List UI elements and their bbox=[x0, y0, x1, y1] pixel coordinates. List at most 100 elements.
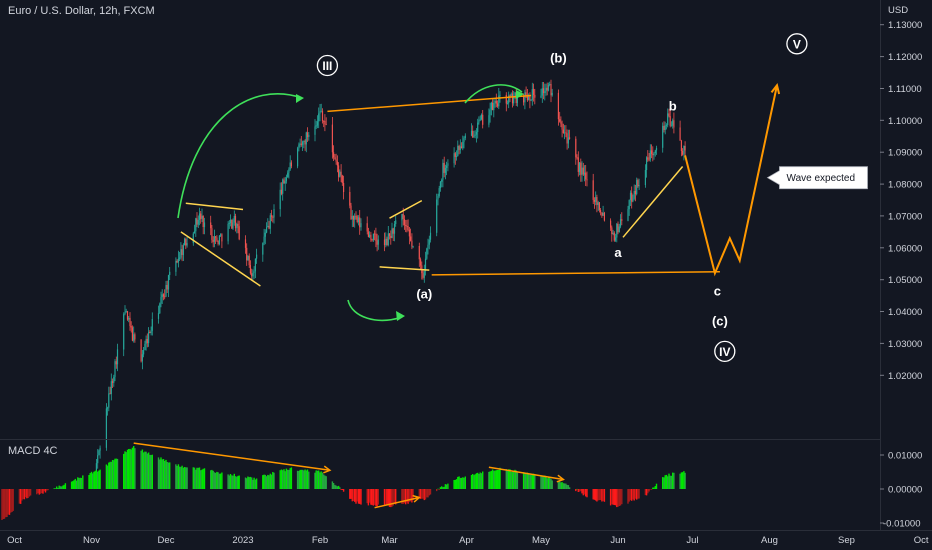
candle bbox=[306, 127, 309, 142]
price-tick-label: 1.09000 bbox=[888, 148, 922, 159]
price-pane[interactable]: III (b) b a (a) c (c) IV V Wave expected bbox=[95, 33, 868, 479]
macd-tick-label: 0.00000 bbox=[888, 485, 922, 496]
candle bbox=[547, 82, 550, 92]
macd-bar bbox=[296, 470, 299, 489]
price-axis[interactable]: 1.13000 1.12000 1.11000 1.10000 1.09000 1.080… bbox=[880, 20, 922, 382]
macd-bar bbox=[267, 474, 269, 489]
candle bbox=[114, 359, 116, 382]
macd-bar bbox=[321, 472, 324, 489]
macd-bar bbox=[12, 489, 14, 511]
macd-bar bbox=[350, 489, 352, 499]
macd-bar bbox=[457, 476, 459, 489]
candle bbox=[649, 144, 651, 162]
macd-bar bbox=[8, 489, 11, 515]
macd-bar bbox=[113, 460, 115, 489]
wave-label-text: (b) bbox=[550, 51, 567, 66]
macd-bar bbox=[195, 469, 197, 489]
candle bbox=[99, 445, 101, 459]
macd-bar bbox=[28, 489, 31, 497]
macd-bar bbox=[592, 489, 594, 500]
candle bbox=[184, 237, 186, 246]
candle bbox=[333, 145, 335, 161]
macd-bar bbox=[499, 467, 501, 489]
macd-bar bbox=[196, 467, 198, 489]
candle bbox=[646, 156, 648, 178]
macd-bar bbox=[370, 489, 372, 505]
trendline-4 bbox=[379, 266, 430, 271]
projection-path-layer bbox=[684, 83, 781, 277]
macd-bar bbox=[529, 474, 531, 489]
macd-bar bbox=[597, 489, 599, 501]
candle bbox=[489, 102, 491, 123]
candle bbox=[323, 120, 325, 128]
candle bbox=[269, 213, 271, 234]
macd-tick-label: -0.01000 bbox=[883, 519, 921, 530]
macd-bar bbox=[99, 469, 101, 489]
candle bbox=[611, 225, 613, 242]
macd-bar bbox=[506, 470, 509, 489]
macd-bar bbox=[557, 481, 560, 489]
candle bbox=[683, 145, 685, 161]
candle bbox=[544, 83, 546, 101]
currency-label: USD bbox=[888, 5, 908, 16]
candle bbox=[490, 101, 492, 116]
macd-bar bbox=[287, 469, 289, 489]
macd-bar bbox=[475, 473, 478, 489]
macd-bar bbox=[299, 469, 301, 489]
candle bbox=[610, 218, 612, 231]
candle bbox=[669, 110, 671, 128]
candle bbox=[186, 237, 188, 248]
macd-bar bbox=[595, 489, 597, 501]
macd-bar bbox=[335, 485, 337, 489]
candle bbox=[246, 243, 248, 266]
macd-bar bbox=[562, 483, 565, 489]
macd-axis[interactable]: 0.01000 0.00000 -0.01000 bbox=[880, 451, 922, 530]
macd-bar bbox=[63, 484, 65, 489]
macd-bar bbox=[252, 479, 254, 489]
candle bbox=[684, 141, 686, 156]
macd-bar bbox=[443, 486, 445, 489]
macd-bar bbox=[489, 471, 491, 489]
macd-bar bbox=[79, 477, 81, 489]
macd-bar bbox=[26, 489, 28, 499]
candle bbox=[493, 99, 495, 118]
macd-bar bbox=[541, 476, 543, 489]
time-tick-label: 2023 bbox=[232, 535, 253, 546]
candle bbox=[618, 223, 620, 233]
macd-bar bbox=[10, 489, 12, 513]
candle bbox=[462, 135, 464, 151]
macd-bar bbox=[473, 475, 475, 489]
macd-bar bbox=[272, 472, 274, 489]
candle bbox=[648, 153, 650, 162]
macd-bar bbox=[390, 489, 392, 508]
candle bbox=[474, 130, 476, 139]
candle bbox=[508, 91, 510, 109]
macd-bar bbox=[368, 489, 371, 503]
time-axis[interactable]: Oct Nov Dec 2023 Feb Mar Apr May Jun Jul Aug Sep Oct bbox=[7, 535, 929, 546]
macd-bar bbox=[37, 489, 39, 494]
candle bbox=[439, 181, 441, 192]
macd-bar bbox=[2, 489, 4, 519]
candle bbox=[540, 88, 542, 99]
candle bbox=[266, 222, 268, 234]
candle bbox=[593, 197, 595, 209]
candle bbox=[159, 302, 161, 314]
candle bbox=[124, 305, 126, 316]
candle bbox=[133, 326, 135, 343]
candle bbox=[567, 129, 569, 149]
candle bbox=[444, 164, 446, 180]
macd-bar bbox=[212, 470, 214, 489]
macd-bar bbox=[186, 467, 188, 489]
candle bbox=[488, 108, 490, 128]
candle bbox=[662, 122, 664, 153]
macd-bar bbox=[540, 476, 542, 489]
macd-bar bbox=[480, 473, 483, 489]
macd-bar bbox=[288, 469, 290, 489]
macd-histogram-layer bbox=[1, 446, 686, 520]
candle bbox=[560, 116, 562, 128]
macd-bar bbox=[617, 489, 619, 507]
macd-bar bbox=[613, 489, 615, 505]
macd-bar bbox=[349, 489, 351, 499]
macd-pane[interactable]: MACD 4C bbox=[1, 442, 686, 520]
